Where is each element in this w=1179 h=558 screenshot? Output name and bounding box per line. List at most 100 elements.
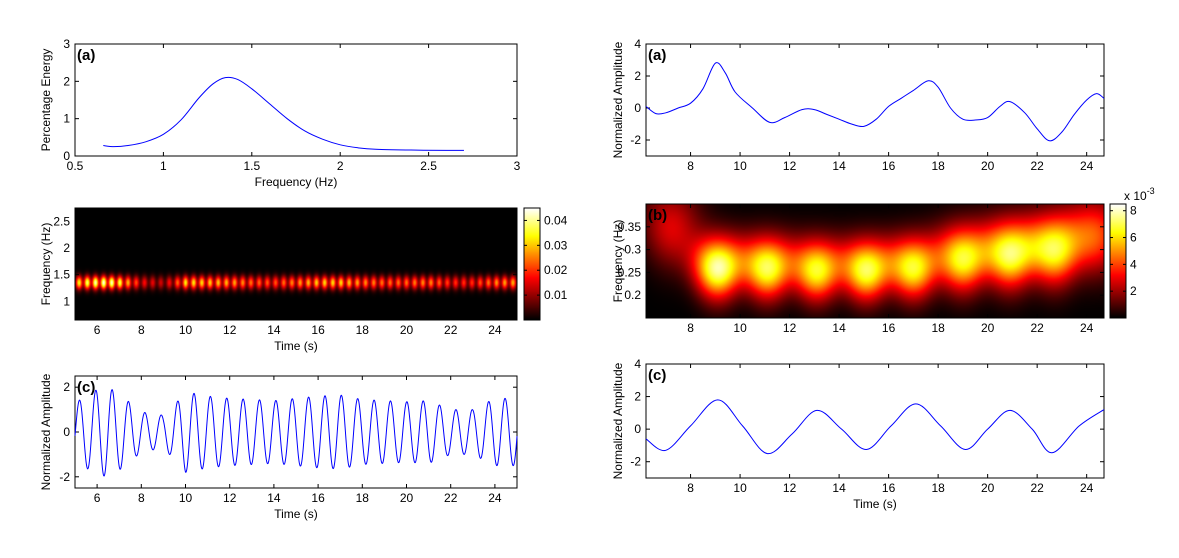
x-tick-label: 10 bbox=[733, 321, 747, 335]
panel-label: (a) bbox=[77, 47, 95, 64]
x-tick-label: 18 bbox=[356, 491, 370, 505]
x-tick-label: 18 bbox=[931, 321, 945, 335]
y-tick-label: 0.25 bbox=[618, 265, 642, 279]
x-tick-label: 12 bbox=[783, 159, 797, 173]
x-tick-label: 12 bbox=[783, 321, 797, 335]
x-tick-label: 24 bbox=[1080, 481, 1094, 495]
axes-box bbox=[645, 43, 1105, 157]
panel-label: (c) bbox=[648, 367, 666, 384]
y-tick-label: 4 bbox=[634, 37, 641, 51]
x-tick-label: 18 bbox=[931, 481, 945, 495]
x-tick-label: 2.5 bbox=[420, 159, 437, 173]
x-tick-label: 20 bbox=[981, 481, 995, 495]
y-tick-label: 1.5 bbox=[53, 268, 70, 282]
x-tick-label: 14 bbox=[267, 323, 281, 337]
colorbar-tick-label: 0.03 bbox=[544, 238, 568, 252]
y-tick-label: 0 bbox=[634, 422, 641, 436]
y-tick-label: 2 bbox=[63, 74, 70, 88]
x-tick-label: 20 bbox=[400, 323, 414, 337]
x-tick-label: 20 bbox=[400, 491, 414, 505]
x-tick-label: 24 bbox=[488, 323, 502, 337]
x-tick-label: 18 bbox=[931, 159, 945, 173]
colorbar-gradient bbox=[1110, 204, 1126, 318]
colorbar-tick-label: 6 bbox=[1130, 231, 1137, 245]
y-axis-label: Normalized Amplitude bbox=[611, 41, 625, 158]
y-axis-label: Normalized Amplitude bbox=[39, 373, 53, 490]
y-tick-label: 2.5 bbox=[53, 214, 70, 228]
x-tick-label: 14 bbox=[832, 159, 846, 173]
y-tick-label: 2 bbox=[63, 380, 70, 394]
colorbar-exponent: x 10-3 bbox=[1124, 186, 1155, 203]
x-tick-label: 16 bbox=[882, 481, 896, 495]
x-tick-label: 16 bbox=[311, 491, 325, 505]
series-line bbox=[74, 389, 518, 477]
x-tick-label: 24 bbox=[488, 491, 502, 505]
x-tick-label: 24 bbox=[1080, 159, 1094, 173]
x-tick-label: 22 bbox=[444, 491, 458, 505]
x-tick-label: 20 bbox=[981, 159, 995, 173]
x-tick-label: 3 bbox=[514, 159, 521, 173]
x-tick-label: 10 bbox=[733, 481, 747, 495]
x-tick-label: 0.5 bbox=[67, 159, 84, 173]
x-tick-label: 22 bbox=[1030, 159, 1044, 173]
x-tick-label: 6 bbox=[94, 491, 101, 505]
axes-box bbox=[74, 207, 518, 321]
y-axis-label: Percentage Energy bbox=[39, 49, 53, 152]
series-line bbox=[103, 76, 464, 151]
x-tick-label: 14 bbox=[267, 491, 281, 505]
x-tick-label: 18 bbox=[356, 323, 370, 337]
chart-left-c: 6 8 10 12 14 16 18 20 22 24 -2 0 2 Time (s) Normalized… bbox=[39, 373, 518, 521]
axes-box bbox=[645, 203, 1105, 319]
x-tick-label: 16 bbox=[882, 321, 896, 335]
x-tick-label: 10 bbox=[179, 491, 193, 505]
y-tick-label: 3 bbox=[63, 37, 70, 51]
x-tick-label: 20 bbox=[981, 321, 995, 335]
x-axis-label: Frequency (Hz) bbox=[255, 175, 338, 189]
y-tick-label: 0 bbox=[63, 425, 70, 439]
colorbar: 0.01 0.02 0.03 0.04 bbox=[523, 207, 568, 321]
y-tick-label: 4 bbox=[634, 357, 641, 371]
colorbar-frame bbox=[1109, 203, 1127, 319]
y-tick-label: -2 bbox=[630, 455, 641, 469]
colorbar-tick-label: 2 bbox=[1130, 284, 1137, 298]
y-tick-label: 0.3 bbox=[624, 243, 641, 257]
x-tick-label: 10 bbox=[179, 323, 193, 337]
x-tick-label: 1 bbox=[160, 159, 167, 173]
heatmap-image bbox=[75, 208, 517, 320]
axes-box bbox=[645, 363, 1105, 479]
x-tick-label: 14 bbox=[832, 481, 846, 495]
x-tick-label: 24 bbox=[1080, 321, 1094, 335]
panel-label: (c) bbox=[77, 379, 95, 396]
colorbar-tick-label: 0.04 bbox=[544, 213, 568, 227]
series-line bbox=[645, 62, 1105, 142]
y-tick-label: 2 bbox=[634, 390, 641, 404]
x-tick-label: 2 bbox=[337, 159, 344, 173]
y-axis-label: Frequency (Hz) bbox=[39, 223, 53, 306]
x-tick-label: 16 bbox=[311, 323, 325, 337]
colorbar-tick-label: 0.01 bbox=[544, 288, 568, 302]
x-tick-label: 1.5 bbox=[243, 159, 260, 173]
y-tick-label: 2 bbox=[63, 241, 70, 255]
y-tick-label: -2 bbox=[630, 133, 641, 147]
x-axis-label: Time (s) bbox=[274, 507, 318, 521]
panel-label: (a) bbox=[648, 47, 666, 64]
x-tick-label: 22 bbox=[1030, 481, 1044, 495]
y-tick-label: 0.35 bbox=[618, 220, 642, 234]
x-tick-label: 8 bbox=[687, 159, 694, 173]
y-tick-label: 1 bbox=[63, 112, 70, 126]
x-axis-label: Time (s) bbox=[853, 497, 897, 511]
y-tick-label: 2 bbox=[634, 69, 641, 83]
x-tick-label: 22 bbox=[444, 323, 458, 337]
y-tick-label: 1 bbox=[63, 294, 70, 308]
series-line bbox=[645, 399, 1105, 455]
x-tick-label: 12 bbox=[783, 481, 797, 495]
chart-left-b: 0.01 0.02 0.03 0.04 6 8 10 12 14 16 18 20 22 24 1 1.5 2 2… bbox=[39, 207, 568, 353]
panel-label: (b) bbox=[77, 211, 96, 228]
colorbar-gradient bbox=[524, 208, 540, 320]
x-tick-label: 22 bbox=[1030, 321, 1044, 335]
y-tick-label: 0 bbox=[63, 149, 70, 163]
